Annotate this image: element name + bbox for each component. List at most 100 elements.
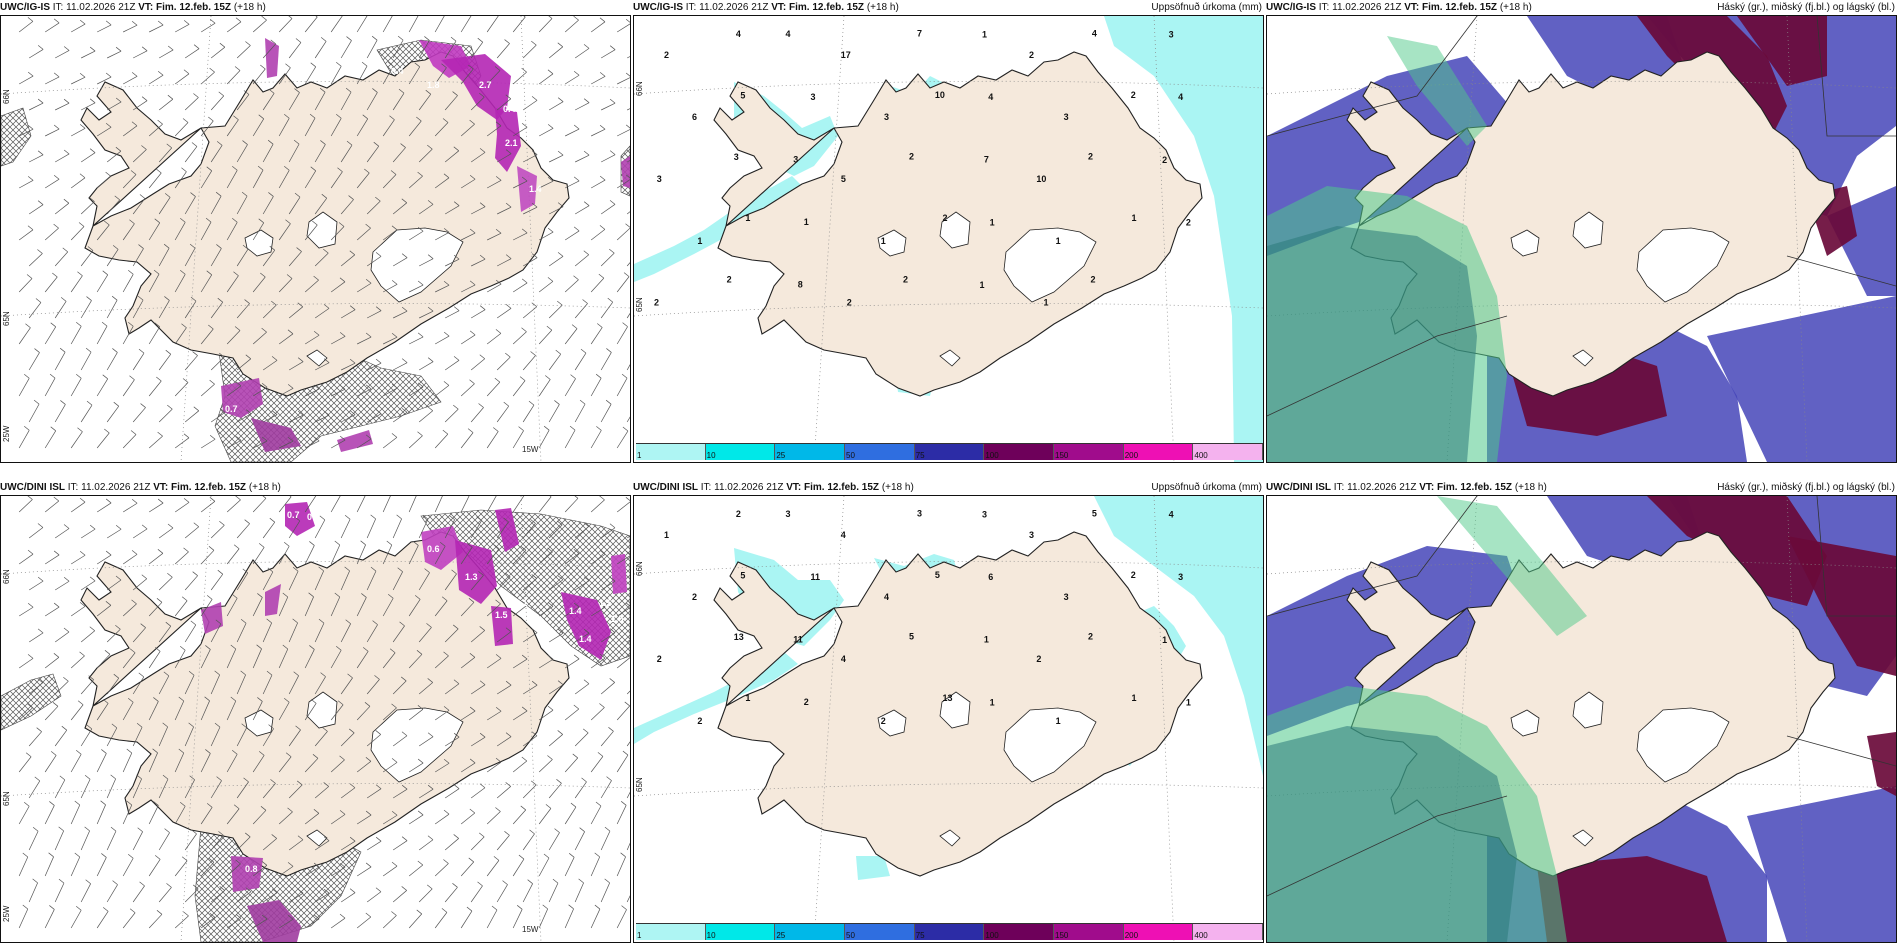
snow-area <box>495 508 519 552</box>
wind-barb <box>486 121 502 137</box>
wind-barb <box>392 306 408 319</box>
cloud-map <box>1267 496 1896 942</box>
precip-legend: 1 10 25 50 75 100 150 200 400 <box>636 923 1263 940</box>
wind-barb <box>356 61 368 85</box>
wind-barb <box>470 92 485 111</box>
wind-barb <box>158 193 171 215</box>
snow-amount-label: 1.4 <box>569 606 582 616</box>
wind-barb <box>236 568 249 591</box>
precip-amount-label: 2 <box>1091 274 1096 284</box>
wind-barb <box>44 496 60 513</box>
map-frame[interactable] <box>1266 495 1897 943</box>
coordinate-label: 15W <box>522 445 539 454</box>
wind-barb <box>132 722 143 747</box>
wind-barb <box>564 853 575 877</box>
wind-barb <box>80 675 94 695</box>
wind-barb <box>356 384 372 397</box>
wind-barb <box>574 878 584 903</box>
panel-dini-precip: UWC/DINI ISL IT: 11.02.2026 21Z VT: Fim.… <box>633 480 1264 943</box>
wind-barb <box>408 650 423 669</box>
wind-barb <box>340 87 352 111</box>
wind-barb <box>44 72 60 85</box>
precip-area <box>1104 16 1263 462</box>
legend-swatch: 1 <box>636 444 706 460</box>
high-cloud-core <box>1267 726 1517 942</box>
map-frame[interactable]: 66N 65N 25W 15W 0.7 0 0.6 1.3 1.5 1.4 1.5 1.5 0.1 1.4… <box>0 495 631 943</box>
wind-barb <box>158 296 170 319</box>
panel-title: Uppsöfnuð úrkoma (mm) <box>1151 2 1262 13</box>
wind-barb <box>590 752 604 773</box>
wind-barb <box>418 784 434 799</box>
wind-barb <box>236 618 247 643</box>
wind-barb <box>80 626 96 643</box>
wind-barb <box>70 124 86 137</box>
domain-lines <box>1267 16 1896 417</box>
snow-amount-label: 0.7 <box>225 404 238 414</box>
vt-label: VT: <box>771 2 787 13</box>
lead-time: (+18 h) <box>248 482 281 493</box>
wind-barb <box>184 44 200 59</box>
precip-amount-label: 2 <box>1131 570 1136 580</box>
wind-barb <box>564 16 579 33</box>
glacier <box>877 709 907 737</box>
wind-barb <box>616 497 630 513</box>
model-name: UWC/DINI ISL <box>1266 482 1331 493</box>
wind-barb <box>470 403 484 423</box>
wind-barb <box>210 886 225 903</box>
wind-barb <box>626 56 630 59</box>
wind-barb <box>226 859 241 877</box>
wind-barb <box>226 115 239 137</box>
wind-barb <box>314 836 330 851</box>
wind-barb <box>288 725 301 747</box>
latitude-line <box>634 303 1263 317</box>
wind-barbs <box>18 496 630 929</box>
wind-barb <box>496 680 512 695</box>
map-frame[interactable]: 66N 65N 25W 15W 0.4 1.8 2.7 0.4 2.1 1.4 0.7 <box>0 15 631 463</box>
wind-barb <box>330 277 346 293</box>
wind-barb <box>44 124 60 137</box>
map-frame[interactable]: 66N 65N 1 2 3 4 3 3 3 5 4 2 5 11 4 5 6 3 2 3 2 13 11 4 5 1 2 2 1 2 1 2 2… <box>633 495 1264 943</box>
legend-label: 400 <box>1194 931 1208 940</box>
panel-title: Háský (gr.), miðský (fj.bl.) og lágský (… <box>1717 2 1895 13</box>
panel-dini-cloud: UWC/DINI ISL IT: 11.02.2026 21Z VT: Fim.… <box>1266 480 1897 943</box>
wind-barb <box>210 352 225 371</box>
glacier <box>877 229 907 257</box>
wind-barb <box>590 852 601 877</box>
legend-label: 75 <box>915 931 925 940</box>
wind-barb <box>158 883 172 903</box>
wind-barb <box>408 541 419 565</box>
wind-barb <box>486 599 501 617</box>
wind-barb <box>538 602 554 617</box>
map-frame[interactable] <box>1266 15 1897 463</box>
wind-barb <box>304 436 320 449</box>
wind-barb <box>460 330 476 345</box>
wind-barb <box>548 252 564 267</box>
wind-barb <box>200 913 216 929</box>
wind-barb <box>538 705 554 721</box>
map-frame[interactable]: 66N 65N 2 4 4 17 7 1 2 4 3 6 5 3 3 10 4 3 2 4 3 3 3 5 2 7 10 2 2 1 1 1 1… <box>633 15 1264 463</box>
wind-barb <box>340 358 356 371</box>
precip-amount-label: 2 <box>727 275 732 285</box>
wind-barb <box>538 16 553 33</box>
precip-amount-label: 2 <box>736 509 741 519</box>
snow-area <box>265 38 279 78</box>
graticule <box>1 16 630 462</box>
wind-barb <box>28 298 42 319</box>
wind-barb <box>356 647 369 669</box>
wind-barb <box>288 192 301 215</box>
wind-barb <box>18 496 33 513</box>
wind-barb <box>486 66 501 85</box>
snow-area <box>491 606 513 646</box>
wind-barb <box>96 374 109 397</box>
wind-barb <box>148 697 159 721</box>
wind-barb <box>210 722 221 747</box>
wind-barb <box>574 98 590 111</box>
legend-label: 75 <box>915 451 925 460</box>
wind-barb <box>382 496 391 513</box>
wind-barb <box>44 801 55 825</box>
legend-label: 50 <box>846 931 855 940</box>
precip-amount-label: 13 <box>942 693 952 703</box>
wind-barb <box>304 592 314 617</box>
wind-barb <box>574 299 588 319</box>
wind-barb <box>626 416 630 423</box>
